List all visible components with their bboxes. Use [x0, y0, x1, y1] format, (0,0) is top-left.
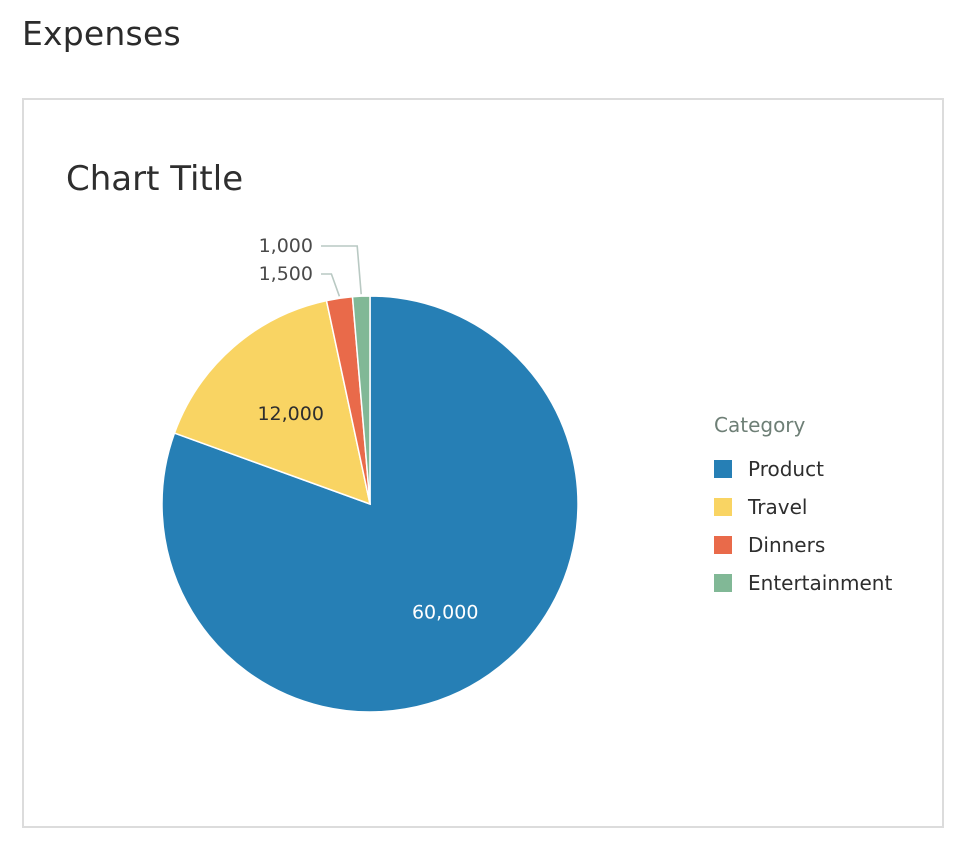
pie-slice-entertainment [351, 295, 371, 505]
pie-slices [161, 295, 579, 713]
pie-slice-product [161, 295, 579, 713]
legend: Category Product Travel Dinners Entertainme… [714, 413, 892, 595]
page-title: Expenses [22, 14, 181, 53]
chart-panel: Chart Title 60,000 12,000 1,500 1,000 Categ… [22, 98, 944, 828]
pie-chart: Chart Title 60,000 12,000 1,500 1,000 Categ… [66, 159, 892, 713]
legend-swatch-travel [714, 498, 732, 516]
legend-swatch-dinners [714, 536, 732, 554]
data-label-travel: 12,000 [257, 403, 323, 425]
legend-title: Category [714, 413, 806, 437]
data-labels: 60,000 12,000 1,500 1,000 [257, 235, 478, 623]
leader-line-entertainment [321, 245, 362, 295]
legend-swatch-entertainment [714, 574, 732, 592]
data-label-entertainment: 1,000 [259, 235, 313, 257]
legend-label-travel: Travel [747, 495, 807, 519]
legend-swatch-product [714, 460, 732, 478]
data-label-product: 60,000 [412, 601, 478, 623]
leader-lines [321, 245, 362, 297]
leader-line-dinners [321, 273, 341, 297]
legend-label-dinners: Dinners [748, 533, 825, 557]
data-label-dinners: 1,500 [259, 263, 313, 285]
legend-label-entertainment: Entertainment [748, 571, 892, 595]
legend-label-product: Product [748, 457, 824, 481]
pie-slice-travel [173, 299, 372, 506]
chart-title: Chart Title [66, 159, 243, 199]
